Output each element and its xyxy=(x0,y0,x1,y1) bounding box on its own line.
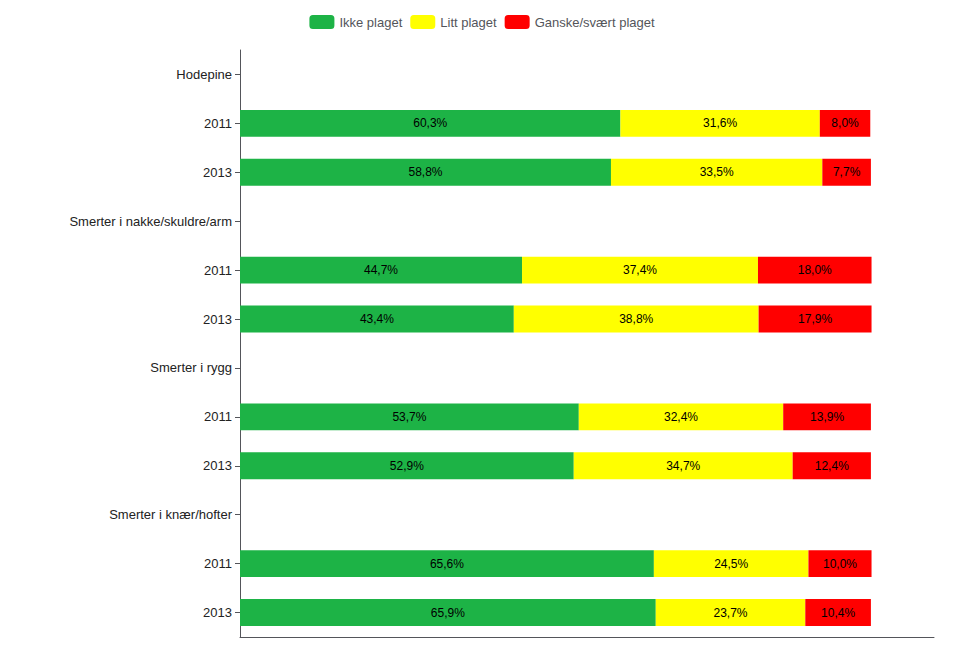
svg-text:34,7%: 34,7% xyxy=(666,459,700,473)
svg-text:7,7%: 7,7% xyxy=(833,165,861,179)
svg-text:52,9%: 52,9% xyxy=(390,459,424,473)
svg-text:17,9%: 17,9% xyxy=(798,312,832,326)
svg-text:18,0%: 18,0% xyxy=(798,263,832,277)
svg-text:2013: 2013 xyxy=(203,458,232,473)
svg-text:31,6%: 31,6% xyxy=(703,116,737,130)
svg-text:24,5%: 24,5% xyxy=(714,557,748,571)
svg-text:58,8%: 58,8% xyxy=(408,165,442,179)
svg-text:2013: 2013 xyxy=(203,312,232,327)
svg-text:10,4%: 10,4% xyxy=(821,606,855,620)
svg-text:13,9%: 13,9% xyxy=(810,410,844,424)
svg-text:65,6%: 65,6% xyxy=(430,557,464,571)
svg-text:32,4%: 32,4% xyxy=(664,410,698,424)
svg-text:33,5%: 33,5% xyxy=(700,165,734,179)
svg-text:65,9%: 65,9% xyxy=(431,606,465,620)
svg-text:2011: 2011 xyxy=(204,556,232,571)
svg-text:2013: 2013 xyxy=(203,605,232,620)
svg-text:Ikke plaget: Ikke plaget xyxy=(339,15,402,30)
svg-text:Smerter i knær/hofter: Smerter i knær/hofter xyxy=(109,507,232,522)
svg-text:2013: 2013 xyxy=(203,165,232,180)
svg-text:2011: 2011 xyxy=(204,263,232,278)
svg-text:Hodepine: Hodepine xyxy=(176,67,232,82)
svg-text:Smerter i nakke/skuldre/arm: Smerter i nakke/skuldre/arm xyxy=(69,214,232,229)
svg-text:Litt plaget: Litt plaget xyxy=(440,15,497,30)
svg-text:38,8%: 38,8% xyxy=(619,312,653,326)
svg-text:10,0%: 10,0% xyxy=(823,557,857,571)
svg-text:60,3%: 60,3% xyxy=(413,116,447,130)
svg-text:44,7%: 44,7% xyxy=(364,263,398,277)
svg-text:Ganske/svært plaget: Ganske/svært plaget xyxy=(535,15,655,30)
svg-text:53,7%: 53,7% xyxy=(392,410,426,424)
svg-text:23,7%: 23,7% xyxy=(714,606,748,620)
svg-text:43,4%: 43,4% xyxy=(360,312,394,326)
svg-text:2011: 2011 xyxy=(204,116,232,131)
svg-text:8,0%: 8,0% xyxy=(831,116,859,130)
svg-text:Smerter i rygg: Smerter i rygg xyxy=(150,360,232,375)
svg-text:37,4%: 37,4% xyxy=(623,263,657,277)
svg-text:12,4%: 12,4% xyxy=(815,459,849,473)
svg-text:2011: 2011 xyxy=(204,409,232,424)
